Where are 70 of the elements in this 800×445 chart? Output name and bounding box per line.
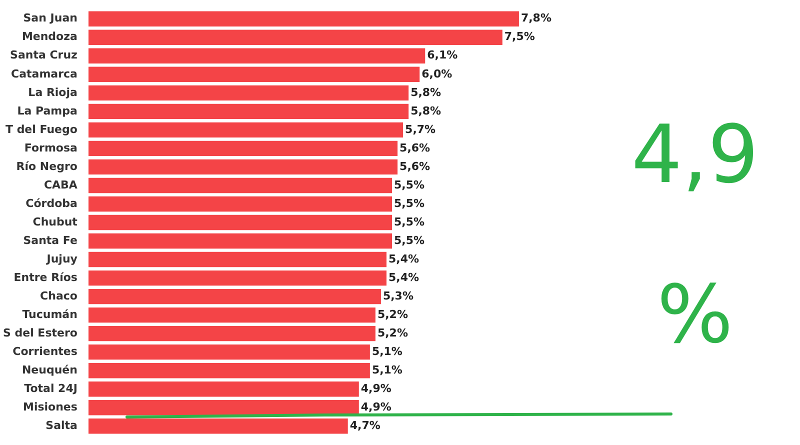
y-tick-label: Salta — [46, 419, 78, 432]
y-tick-label: La Rioja — [28, 86, 78, 99]
data-label: 7,5% — [504, 30, 535, 44]
data-label: 5,6% — [400, 141, 430, 154]
bar — [88, 307, 376, 323]
bar — [88, 178, 392, 194]
y-tick-label: Río Negro — [16, 160, 78, 173]
y-tick-label: Santa Fe — [23, 234, 78, 247]
bar — [88, 66, 420, 82]
data-label: 6,1% — [427, 48, 458, 62]
y-tick-label: Mendoza — [22, 30, 78, 44]
data-label: 5,5% — [394, 178, 425, 192]
bar — [88, 270, 386, 286]
y-tick-label: Córdoba — [26, 196, 78, 210]
y-tick-label: Formosa — [24, 141, 78, 154]
y-tick-label: Total 24J — [24, 382, 78, 395]
y-tick-label: La Pampa — [17, 104, 78, 118]
bar — [88, 326, 376, 342]
bar — [88, 196, 392, 212]
y-tick-label: Catamarca — [11, 67, 78, 80]
bar — [88, 159, 398, 175]
data-label: 5,1% — [372, 344, 402, 358]
bar — [88, 122, 404, 138]
data-label: 4,9% — [360, 400, 392, 414]
data-label: 7,8% — [520, 12, 552, 25]
bar — [88, 382, 359, 397]
y-tick-label: CABA — [44, 178, 78, 192]
bar — [88, 48, 426, 64]
data-label: 4,7% — [350, 419, 380, 432]
bar — [88, 363, 370, 378]
data-label: 5,8% — [410, 86, 442, 99]
bar — [88, 288, 381, 304]
data-label: 5,3% — [382, 289, 414, 302]
bar — [88, 85, 409, 100]
data-label: 5,4% — [388, 270, 420, 284]
y-tick-label: Chaco — [40, 289, 78, 302]
bar — [88, 11, 519, 26]
bar — [88, 418, 348, 434]
data-label: 4,9% — [360, 382, 392, 395]
y-tick-label: Jujuy — [46, 252, 78, 266]
bar — [88, 104, 409, 120]
y-tick-label: S del Estero — [2, 326, 78, 340]
bar — [88, 344, 370, 360]
data-label: 5,1% — [372, 363, 402, 376]
y-tick-label: Santa Cruz — [10, 48, 78, 62]
y-tick-label: Corrientes — [12, 344, 78, 358]
data-label: 5,2% — [377, 308, 408, 321]
y-tick-label: T del Fuego — [5, 122, 78, 136]
y-tick-label: Tucumán — [22, 308, 78, 321]
bar — [88, 233, 392, 249]
bar — [88, 140, 398, 156]
data-label: 5,6% — [400, 160, 430, 173]
bar — [88, 400, 359, 416]
y-tick-label: Entre Ríos — [14, 270, 78, 284]
data-label: 5,2% — [377, 326, 408, 340]
data-label: 5,5% — [394, 234, 425, 247]
y-tick-label: San Juan — [23, 12, 78, 25]
data-label: 5,8% — [410, 104, 442, 118]
bar — [88, 30, 502, 45]
y-tick-label: Neuquén — [22, 363, 78, 376]
data-label: 5,5% — [394, 196, 425, 210]
bar — [88, 252, 386, 268]
data-label: 6,0% — [422, 67, 452, 80]
text: 4,9 % — [630, 107, 760, 363]
data-label: 5,5% — [394, 215, 425, 228]
y-tick-label: Misiones — [23, 400, 78, 414]
data-label: 5,7% — [405, 122, 436, 136]
y-tick-label: Chubut — [32, 215, 78, 228]
bar — [88, 214, 392, 230]
data-label: 5,4% — [388, 252, 420, 266]
